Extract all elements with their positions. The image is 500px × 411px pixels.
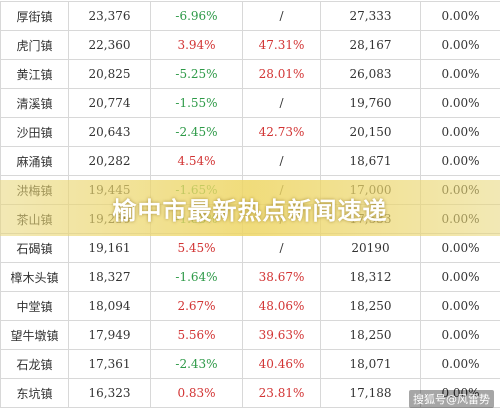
table-cell: 5.45% — [150, 233, 243, 263]
table-cell: 厚街镇 — [0, 1, 69, 31]
table-cell: 27,333 — [320, 1, 421, 31]
table-cell: 18,250 — [320, 320, 421, 350]
table-cell: 23,376 — [68, 1, 151, 31]
table-cell: / — [242, 88, 321, 118]
table-cell: 20,825 — [68, 59, 151, 89]
table-cell: -5.25% — [150, 59, 243, 89]
table-cell: 39.63% — [242, 320, 321, 350]
table-cell: 0.00% — [420, 59, 500, 89]
table-cell: 黄江镇 — [0, 59, 69, 89]
table-cell: 20190 — [320, 233, 421, 263]
table-cell: 26,083 — [320, 59, 421, 89]
table-cell: 18,071 — [320, 349, 421, 379]
table-cell: 2.67% — [150, 291, 243, 321]
table-row: 虎门镇 22,360 3.94% 47.31% 28,167 0.00% — [0, 30, 500, 60]
table-cell: / — [242, 233, 321, 263]
table-cell: 樟木头镇 — [0, 262, 69, 292]
table-cell: 20,774 — [68, 88, 151, 118]
table-cell: 16,323 — [68, 378, 151, 408]
table-row: 麻涌镇 20,282 4.54%/18,671 0.00% — [0, 146, 500, 176]
table-cell: 18,671 — [320, 146, 421, 176]
table-row: 沙田镇 20,643 -2.45% 42.73% 20,150 0.00% — [0, 117, 500, 147]
table-cell: 望牛墩镇 — [0, 320, 69, 350]
table-row: 石龙镇 17,361 -2.43% 40.46% 18,071 0.00% — [0, 349, 500, 379]
table-cell: 石碣镇 — [0, 233, 69, 263]
table-cell: 沙田镇 — [0, 117, 69, 147]
table-cell: 28.01% — [242, 59, 321, 89]
table-cell: 18,094 — [68, 291, 151, 321]
table-row: 中堂镇 18,094 2.67% 48.06% 18,250 0.00% — [0, 291, 500, 321]
table-cell: 20,282 — [68, 146, 151, 176]
table-cell: 4.54% — [150, 146, 243, 176]
table-cell: -2.45% — [150, 117, 243, 147]
table-cell: 38.67% — [242, 262, 321, 292]
table-cell: / — [242, 146, 321, 176]
table-cell: 19,161 — [68, 233, 151, 263]
table-row: 黄江镇 20,825 -5.25% 28.01% 26,083 0.00% — [0, 59, 500, 89]
table-cell: 22,360 — [68, 30, 151, 60]
table-cell: 18,312 — [320, 262, 421, 292]
table-cell: 0.00% — [420, 117, 500, 147]
table-cell: 28,167 — [320, 30, 421, 60]
table-cell: 0.00% — [420, 30, 500, 60]
table-cell: 0.00% — [420, 233, 500, 263]
table-cell: 麻涌镇 — [0, 146, 69, 176]
banner: 榆中市最新热点新闻速递 — [0, 180, 500, 236]
table-cell: -1.64% — [150, 262, 243, 292]
table-cell: 0.00% — [420, 1, 500, 31]
table-cell: 20,643 — [68, 117, 151, 147]
table-row: 樟木头镇 18,327 -1.64% 38.67% 18,312 0.00% — [0, 262, 500, 292]
table-cell: 虎门镇 — [0, 30, 69, 60]
table-cell: 23.81% — [242, 378, 321, 408]
table-cell: 东坑镇 — [0, 378, 69, 408]
watermark: 搜狐号@风雷势 — [409, 390, 494, 408]
table-cell: 42.73% — [242, 117, 321, 147]
table-row: 厚街镇 23,376 -6.96%/27,333 0.00% — [0, 1, 500, 31]
table-cell: -2.43% — [150, 349, 243, 379]
table-cell: 18,327 — [68, 262, 151, 292]
table-cell: 0.00% — [420, 378, 500, 408]
table-cell: 0.83% — [150, 378, 243, 408]
table-cell: 中堂镇 — [0, 291, 69, 321]
table-cell: -1.55% — [150, 88, 243, 118]
table-row: 东坑镇 16,323 0.83% 23.81% 17,188 0.00% — [0, 378, 500, 408]
table-cell: 17,949 — [68, 320, 151, 350]
table-cell: 3.94% — [150, 30, 243, 60]
table-cell: 5.56% — [150, 320, 243, 350]
table-cell: 0.00% — [420, 291, 500, 321]
table-cell: 47.31% — [242, 30, 321, 60]
table-cell: 0.00% — [420, 88, 500, 118]
table-cell: 清溪镇 — [0, 88, 69, 118]
banner-title: 榆中市最新热点新闻速递 — [112, 196, 388, 225]
table-cell: 18,250 — [320, 291, 421, 321]
table-cell: 40.46% — [242, 349, 321, 379]
table-cell: 0.00% — [420, 320, 500, 350]
table-cell: 0.00% — [420, 146, 500, 176]
table-cell: 19,760 — [320, 88, 421, 118]
table-cell: / — [242, 1, 321, 31]
table-cell: 48.06% — [242, 291, 321, 321]
table-cell: 0.00% — [420, 349, 500, 379]
table-cell: 0.00% — [420, 262, 500, 292]
table-row: 望牛墩镇 17,949 5.56% 39.63% 18,250 0.00% — [0, 320, 500, 350]
table-cell: 20,150 — [320, 117, 421, 147]
table-row: 清溪镇 20,774 -1.55%/19,760 0.00% — [0, 88, 500, 118]
table-cell: 17,188 — [320, 378, 421, 408]
table-cell: -6.96% — [150, 1, 243, 31]
table-cell: 石龙镇 — [0, 349, 69, 379]
table-cell: 17,361 — [68, 349, 151, 379]
table-row: 石碣镇 19,161 5.45%/20190 0.00% — [0, 233, 500, 263]
